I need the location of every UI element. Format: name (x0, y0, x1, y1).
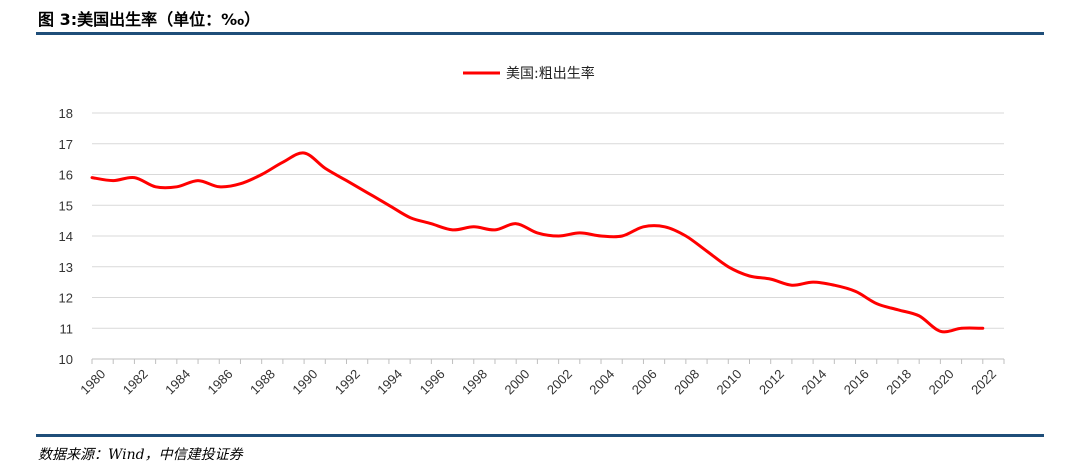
x-tick-2010: 2010 (714, 366, 745, 397)
axes (91, 358, 1005, 364)
x-tick-2020: 2020 (926, 366, 957, 397)
figure-title: 图 3:美国出生率（单位：‰） (38, 10, 261, 29)
x-tick-2016: 2016 (841, 366, 872, 397)
x-tick-1988: 1988 (247, 366, 278, 397)
y-tick-labels: 10 11 12 13 14 15 16 17 18 (59, 106, 73, 367)
y-tick-12: 12 (59, 291, 73, 306)
legend: 美国:粗出生率 (463, 65, 595, 82)
legend-label: 美国:粗出生率 (506, 65, 595, 82)
x-tick-1992: 1992 (332, 366, 363, 397)
y-tick-18: 18 (59, 106, 73, 121)
x-tick-2014: 2014 (798, 366, 829, 397)
y-tick-16: 16 (59, 168, 73, 183)
top-rule (36, 32, 1044, 35)
x-tick-1994: 1994 (374, 366, 405, 397)
x-tick-2022: 2022 (968, 366, 999, 397)
x-tick-2008: 2008 (671, 366, 702, 397)
x-tick-2000: 2000 (501, 366, 532, 397)
y-tick-17: 17 (59, 137, 73, 152)
x-tick-2006: 2006 (629, 366, 660, 397)
x-tick-1986: 1986 (205, 366, 236, 397)
x-tick-2012: 2012 (756, 366, 787, 397)
bottom-rule (36, 434, 1044, 437)
y-tick-14: 14 (59, 229, 73, 244)
x-tick-2002: 2002 (544, 366, 575, 397)
x-tick-1980: 1980 (77, 366, 108, 397)
x-tick-1982: 1982 (120, 366, 151, 397)
x-tick-1990: 1990 (289, 366, 320, 397)
series-lines (90, 151, 985, 334)
y-tick-15: 15 (59, 198, 73, 213)
y-tick-11: 11 (60, 321, 74, 336)
series-line-0 (90, 151, 985, 334)
y-tick-13: 13 (59, 260, 73, 275)
source-note: 数据来源：Wind，中信建投证券 (38, 447, 243, 463)
x-tick-2004: 2004 (586, 366, 617, 397)
x-tick-labels: 1980 1982 1984 1986 1988 1990 1992 1994 1996 1998… (77, 366, 999, 397)
x-tick-1998: 1998 (459, 366, 490, 397)
x-tick-1984: 1984 (162, 366, 193, 397)
gridlines (92, 112, 1004, 329)
x-tick-1996: 1996 (417, 366, 448, 397)
y-tick-10: 10 (59, 352, 73, 367)
x-tick-2018: 2018 (883, 366, 914, 397)
